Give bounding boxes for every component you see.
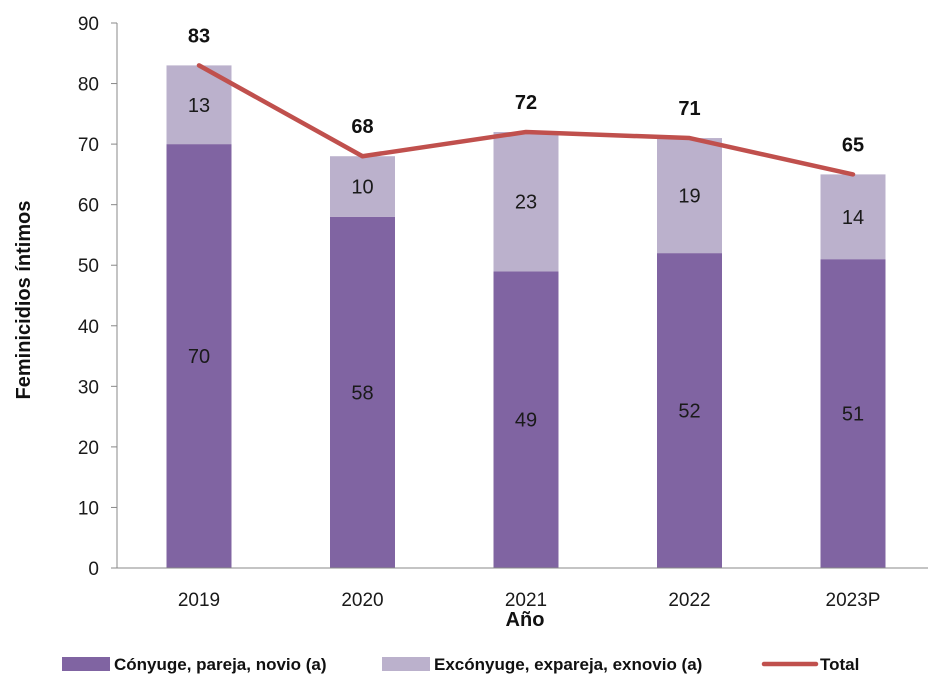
bar-value-label: 58: [351, 382, 373, 404]
total-value-label: 68: [351, 116, 373, 138]
x-tick-label: 2020: [341, 590, 383, 611]
bar-segment: [166, 144, 232, 568]
x-tick-label: 2023P: [826, 590, 881, 611]
bar-segment: [493, 132, 559, 272]
y-tick-label: 50: [78, 256, 99, 277]
legend-label: Total: [820, 655, 859, 674]
y-axis-title: Feminicidios íntimos: [13, 201, 35, 400]
legend-label: Cónyuge, pareja, novio (a): [114, 655, 327, 674]
bar-value-label: 51: [842, 404, 864, 426]
y-tick-label: 30: [78, 377, 99, 398]
legend-label: Excónyuge, expareja, exnovio (a): [434, 655, 702, 674]
bar-segment: [657, 138, 722, 254]
bar-value-label: 10: [351, 177, 373, 199]
y-tick-label: 80: [78, 75, 99, 96]
bar-value-label: 19: [678, 186, 700, 208]
bar-value-label: 23: [515, 192, 537, 214]
labels-layer: 70 13 58 10 49 23 52 19 51 14 83 68 72 71 65: [188, 25, 864, 431]
y-tick-label: 40: [78, 317, 99, 338]
bar-value-label: 13: [188, 95, 210, 117]
x-tick-label: 2021: [505, 590, 547, 611]
bar-value-label: 70: [188, 346, 210, 368]
y-tick-label: 90: [78, 14, 99, 35]
bar-segment: [493, 271, 559, 568]
legend: Cónyuge, pareja, novio (a) Excónyuge, exp…: [62, 655, 859, 674]
bar-value-label: 52: [678, 401, 700, 423]
bar-value-label: 49: [515, 410, 537, 432]
total-line-layer: [196, 63, 856, 177]
axes-layer: 0 10 20 30 40 50 60 70 80 90 2019 2020 2021 2022 2023P: [78, 14, 928, 611]
x-axis-title: Año: [506, 609, 545, 631]
total-value-label: 72: [515, 92, 537, 114]
bar-segment: [330, 216, 395, 568]
bar-segment: [820, 174, 886, 260]
total-value-label: 83: [188, 25, 210, 47]
legend-swatch: [62, 657, 110, 671]
x-tick-label: 2022: [668, 590, 710, 611]
bar-segment: [657, 253, 722, 568]
total-value-label: 65: [842, 134, 864, 156]
bar-value-label: 14: [842, 207, 864, 229]
bars-layer: [166, 65, 886, 568]
y-tick-label: 20: [78, 438, 99, 459]
y-tick-label: 70: [78, 135, 99, 156]
bar-segment: [820, 259, 886, 568]
total-value-label: 71: [678, 98, 700, 120]
legend-swatch: [382, 657, 430, 671]
y-tick-label: 10: [78, 498, 99, 519]
y-tick-label: 0: [88, 559, 99, 580]
bar-segment: [330, 156, 395, 217]
x-tick-label: 2019: [178, 590, 220, 611]
y-tick-label: 60: [78, 196, 99, 217]
